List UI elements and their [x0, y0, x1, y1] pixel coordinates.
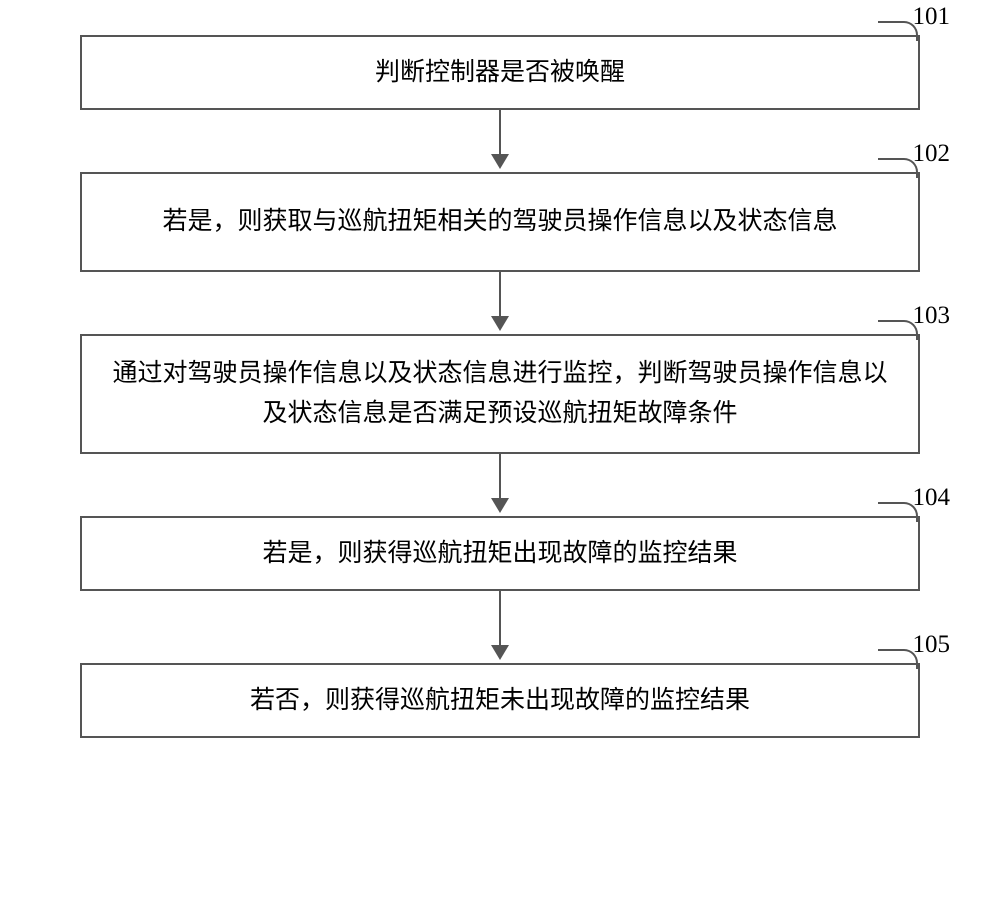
arrow [491, 110, 509, 172]
flowchart-node: 若否，则获得巡航扭矩未出现故障的监控结果 [80, 663, 920, 738]
arrow [491, 272, 509, 334]
node-label: 101 [913, 3, 951, 31]
node-label: 103 [913, 302, 951, 330]
node-text: 判断控制器是否被唤醒 [375, 53, 625, 93]
flowchart-node: 判断控制器是否被唤醒 [80, 35, 920, 110]
flowchart-node: 若是，则获得巡航扭矩出现故障的监控结果 [80, 516, 920, 591]
arrow-head [491, 645, 509, 660]
node-text: 通过对驾驶员操作信息以及状态信息进行监控，判断驾驶员操作信息以及状态信息是否满足… [106, 354, 894, 434]
arrow-head [491, 316, 509, 331]
node-label: 105 [913, 631, 951, 659]
arrow-head [491, 498, 509, 513]
node-wrapper-103: 103 通过对驾驶员操作信息以及状态信息进行监控，判断驾驶员操作信息以及状态信息… [40, 334, 960, 454]
arrow-line [499, 591, 501, 645]
arrow-line [499, 110, 501, 154]
arrow-line [499, 272, 501, 316]
node-wrapper-102: 102 若是，则获取与巡航扭矩相关的驾驶员操作信息以及状态信息 [40, 172, 960, 272]
node-text: 若是，则获得巡航扭矩出现故障的监控结果 [262, 534, 737, 574]
arrow-line [499, 454, 501, 498]
arrow [491, 454, 509, 516]
arrow [491, 591, 509, 663]
flowchart-node: 通过对驾驶员操作信息以及状态信息进行监控，判断驾驶员操作信息以及状态信息是否满足… [80, 334, 920, 454]
node-wrapper-104: 104 若是，则获得巡航扭矩出现故障的监控结果 [40, 516, 960, 591]
node-text: 若是，则获取与巡航扭矩相关的驾驶员操作信息以及状态信息 [162, 202, 837, 242]
node-wrapper-105: 105 若否，则获得巡航扭矩未出现故障的监控结果 [40, 663, 960, 738]
node-wrapper-101: 101 判断控制器是否被唤醒 [40, 35, 960, 110]
node-label: 104 [913, 484, 951, 512]
arrow-head [491, 154, 509, 169]
node-label: 102 [913, 140, 951, 168]
flowchart-node: 若是，则获取与巡航扭矩相关的驾驶员操作信息以及状态信息 [80, 172, 920, 272]
node-text: 若否，则获得巡航扭矩未出现故障的监控结果 [250, 681, 750, 721]
flowchart-container: 101 判断控制器是否被唤醒 102 若是，则获取与巡航扭矩相关的驾驶员操作信息… [40, 35, 960, 738]
